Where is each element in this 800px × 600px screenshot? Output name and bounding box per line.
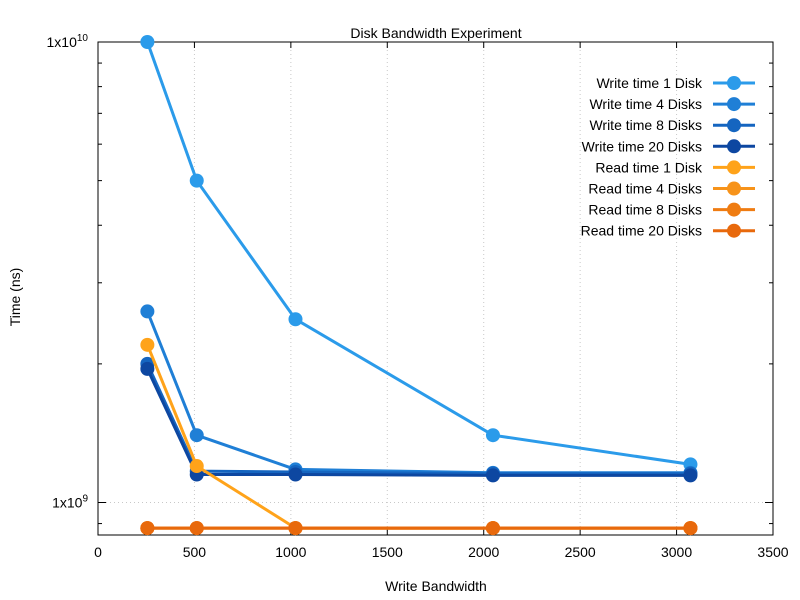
plot-frame [97, 41, 774, 536]
legend-entry: Read time 8 Disks [588, 202, 755, 218]
legend-entry: Write time 4 Disks [589, 96, 755, 112]
data-point [140, 35, 155, 49]
data-point [683, 521, 698, 536]
data-point [140, 361, 155, 376]
legend-entry: Write time 8 Disks [589, 117, 755, 133]
legend-swatch-marker [727, 202, 741, 217]
legend-label: Write time 20 Disks [582, 138, 702, 154]
series-line [146, 363, 691, 476]
data-point [189, 459, 204, 474]
data-point [189, 173, 204, 188]
legend-swatch-marker [727, 160, 741, 175]
data-point [140, 337, 155, 352]
legend-label: Read time 4 Disks [588, 181, 702, 197]
legend-swatch-marker [727, 139, 741, 154]
data-point [485, 521, 500, 536]
legend-label: Read time 1 Disk [595, 159, 703, 175]
legend-swatch-marker [727, 181, 741, 196]
legend-label: Write time 8 Disks [589, 117, 702, 133]
y-tick-label: 1x109 [52, 493, 88, 510]
data-point [189, 428, 204, 443]
data-point [683, 468, 698, 483]
legend-label: Write time 4 Disks [589, 96, 702, 112]
y-axis-label: Time (ns) [7, 268, 23, 327]
x-tick-label: 500 [183, 544, 207, 560]
data-point [288, 467, 303, 482]
data-point [485, 428, 500, 443]
y-tick-exponent: 9 [82, 493, 88, 504]
legend-entry: Read time 1 Disk [595, 159, 755, 175]
x-tick-label: 1000 [275, 544, 306, 560]
x-tick-label: 2500 [565, 544, 596, 560]
x-tick-label: 3500 [757, 544, 788, 560]
data-point [140, 521, 155, 536]
legend-entry: Read time 20 Disks [581, 223, 755, 239]
series [140, 521, 698, 536]
legend-swatch-marker [727, 223, 741, 238]
y-tick-mantissa: 1x10 [47, 34, 78, 50]
chart-title: Disk Bandwidth Experiment [350, 25, 521, 41]
data-point [140, 304, 155, 319]
series-line [146, 368, 691, 477]
x-tick-label: 3000 [661, 544, 692, 560]
legend-swatch-marker [727, 97, 741, 112]
legend-entry: Read time 4 Disks [588, 181, 755, 197]
series [140, 361, 698, 483]
legend-swatch-marker [727, 76, 741, 90]
series [140, 356, 698, 481]
data-point [485, 468, 500, 483]
legend-entry: Write time 20 Disks [582, 138, 755, 154]
legend-swatch-marker [727, 118, 741, 133]
legend: Write time 1 Disk Write time 4 Disks Write… [581, 75, 755, 239]
data-point [288, 521, 303, 536]
y-tick-label: 1x1010 [47, 33, 89, 50]
x-axis-label: Write Bandwidth [385, 578, 487, 594]
x-tick-label: 0 [94, 544, 102, 560]
legend-label: Write time 1 Disk [596, 75, 703, 91]
series-line [146, 344, 691, 530]
data-point [189, 521, 204, 536]
legend-entry: Write time 1 Disk [596, 75, 755, 91]
x-tick-label: 1500 [372, 544, 403, 560]
y-tick-exponent: 10 [77, 33, 89, 44]
x-tick-label: 2000 [468, 544, 499, 560]
legend-label: Read time 8 Disks [588, 202, 702, 218]
legend-label: Read time 20 Disks [581, 223, 702, 239]
data-point [288, 312, 303, 327]
y-tick-mantissa: 1x10 [52, 494, 83, 510]
series [140, 337, 698, 536]
series-layer [140, 35, 698, 536]
